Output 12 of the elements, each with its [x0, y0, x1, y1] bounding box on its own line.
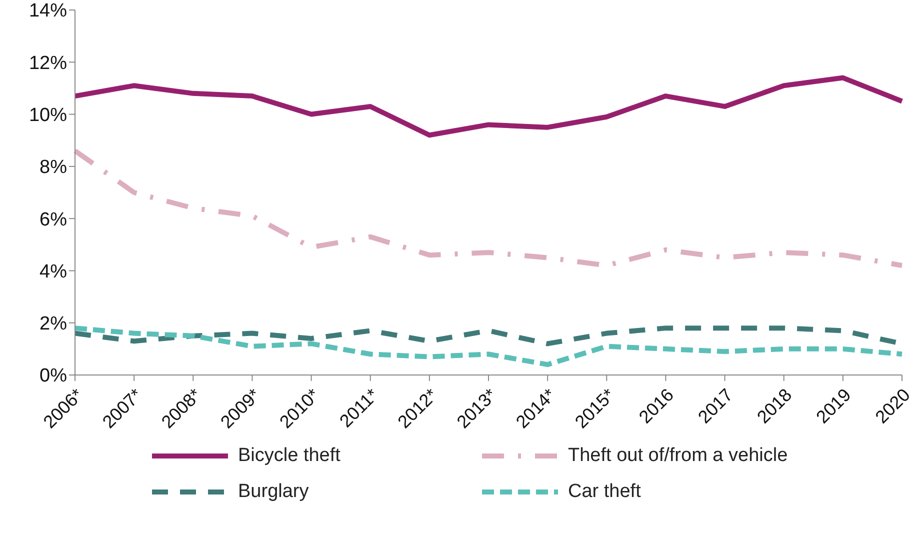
legend-label: Car theft [568, 481, 641, 503]
y-tick-label: 2% [40, 314, 68, 335]
y-tick-label: 10% [28, 105, 68, 126]
legend-label: Burglary [238, 481, 309, 503]
legend-label: Theft out of/from a vehicle [568, 445, 788, 467]
y-tick-label: 14% [28, 0, 68, 22]
legend-label: Bicycle theft [238, 445, 340, 467]
y-tick-label: 4% [40, 261, 68, 282]
y-tick-label: 12% [28, 52, 68, 74]
y-tick-label: 6% [40, 209, 68, 230]
y-tick-label: 8% [40, 157, 68, 178]
y-tick-label: 0% [40, 366, 68, 387]
